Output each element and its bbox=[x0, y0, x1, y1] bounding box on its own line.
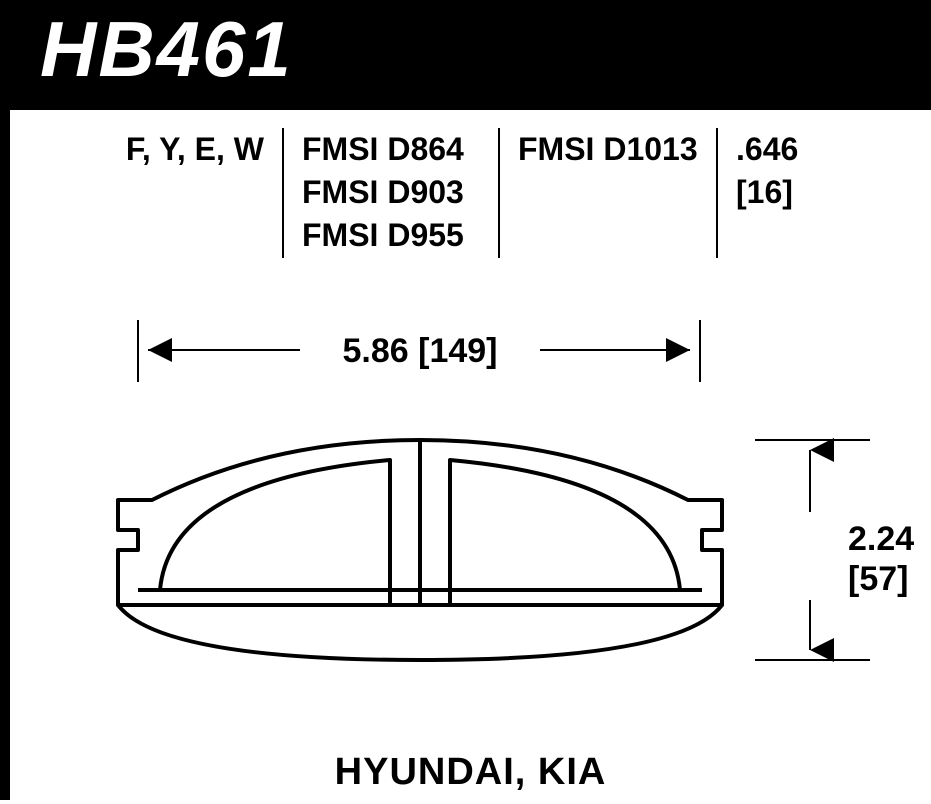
fmsi-cell-1: FMSI D864 FMSI D903 FMSI D955 bbox=[284, 128, 500, 258]
spec-content: F, Y, E, W FMSI D864 FMSI D903 FMSI D955… bbox=[0, 100, 931, 800]
svg-text:2.24: 2.24 bbox=[848, 520, 914, 558]
spec-row: F, Y, E, W FMSI D864 FMSI D903 FMSI D955… bbox=[10, 110, 931, 258]
height-in: 2.24 bbox=[848, 520, 914, 558]
compounds-cell: F, Y, E, W bbox=[66, 128, 284, 258]
fmsi-1-line2: FMSI D903 bbox=[302, 171, 480, 214]
width-in: 5.86 bbox=[342, 332, 408, 370]
thickness-mm: [16] bbox=[736, 174, 793, 210]
vehicle-fitment: HYUNDAI, KIA bbox=[10, 751, 931, 800]
fmsi-1-line1: FMSI D864 bbox=[302, 128, 480, 171]
pad-outline bbox=[118, 440, 722, 660]
svg-text:[57]: [57] bbox=[848, 560, 908, 598]
fmsi-2-text: FMSI D1013 bbox=[518, 131, 698, 167]
compounds-text: F, Y, E, W bbox=[126, 131, 264, 167]
fmsi-1-line3: FMSI D955 bbox=[302, 214, 480, 257]
brake-pad-diagram: 5.86 [149] 2.24 [57] bbox=[10, 290, 930, 730]
thickness-cell: .646 [16] bbox=[718, 128, 882, 258]
width-mm: [149] bbox=[418, 332, 497, 370]
thickness-in: .646 bbox=[736, 131, 798, 167]
svg-text:5.86 [149]: 5.86 [149] bbox=[342, 332, 497, 370]
height-mm: [57] bbox=[848, 560, 908, 598]
part-number-header: HB461 bbox=[0, 0, 931, 100]
fmsi-cell-2: FMSI D1013 bbox=[500, 128, 718, 258]
